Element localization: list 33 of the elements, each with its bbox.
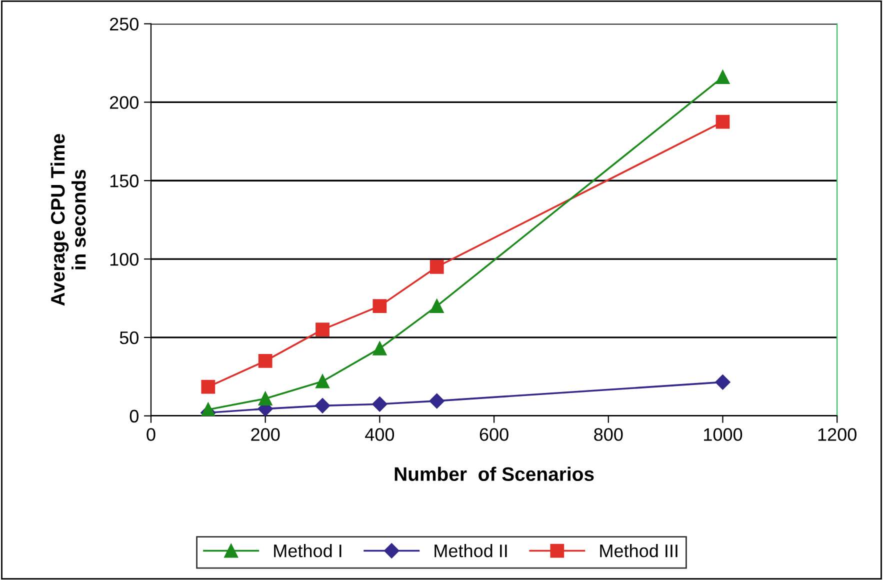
- y-axis-title: Average CPU Time in seconds: [50, 134, 86, 306]
- y-tick-label: 250: [110, 18, 138, 30]
- x-tick-label: 1200: [818, 428, 856, 441]
- point: [429, 393, 444, 409]
- point: [258, 392, 272, 406]
- point: [716, 70, 730, 84]
- legend-label: Method II: [434, 544, 507, 558]
- point: [316, 374, 330, 388]
- point: [715, 374, 730, 390]
- legend-label: Method I: [274, 544, 342, 558]
- point: [372, 396, 388, 412]
- x-tick-label: 0: [146, 428, 156, 441]
- y-tick-label: 200: [110, 96, 138, 109]
- x-tick-label: 200: [251, 428, 280, 441]
- x-tick-label: 400: [365, 428, 394, 441]
- legend-label: Method III: [600, 544, 678, 558]
- point: [314, 398, 330, 414]
- y-tick-label: 150: [110, 174, 138, 188]
- point: [430, 299, 444, 314]
- point: [372, 341, 387, 356]
- x-axis-title: Number of Scenarios: [394, 466, 594, 481]
- y-tick-label: 0: [130, 410, 138, 423]
- x-tick-label: 600: [480, 428, 508, 441]
- point: [372, 299, 387, 314]
- point: [430, 260, 444, 274]
- point: [316, 322, 330, 337]
- point: [258, 354, 272, 368]
- point: [716, 114, 730, 129]
- y-tick-label: 100: [110, 252, 138, 266]
- point: [201, 380, 216, 394]
- x-tick-label: 800: [594, 428, 623, 441]
- x-tick-label: 1000: [704, 428, 742, 441]
- y-tick-label: 50: [120, 331, 138, 344]
